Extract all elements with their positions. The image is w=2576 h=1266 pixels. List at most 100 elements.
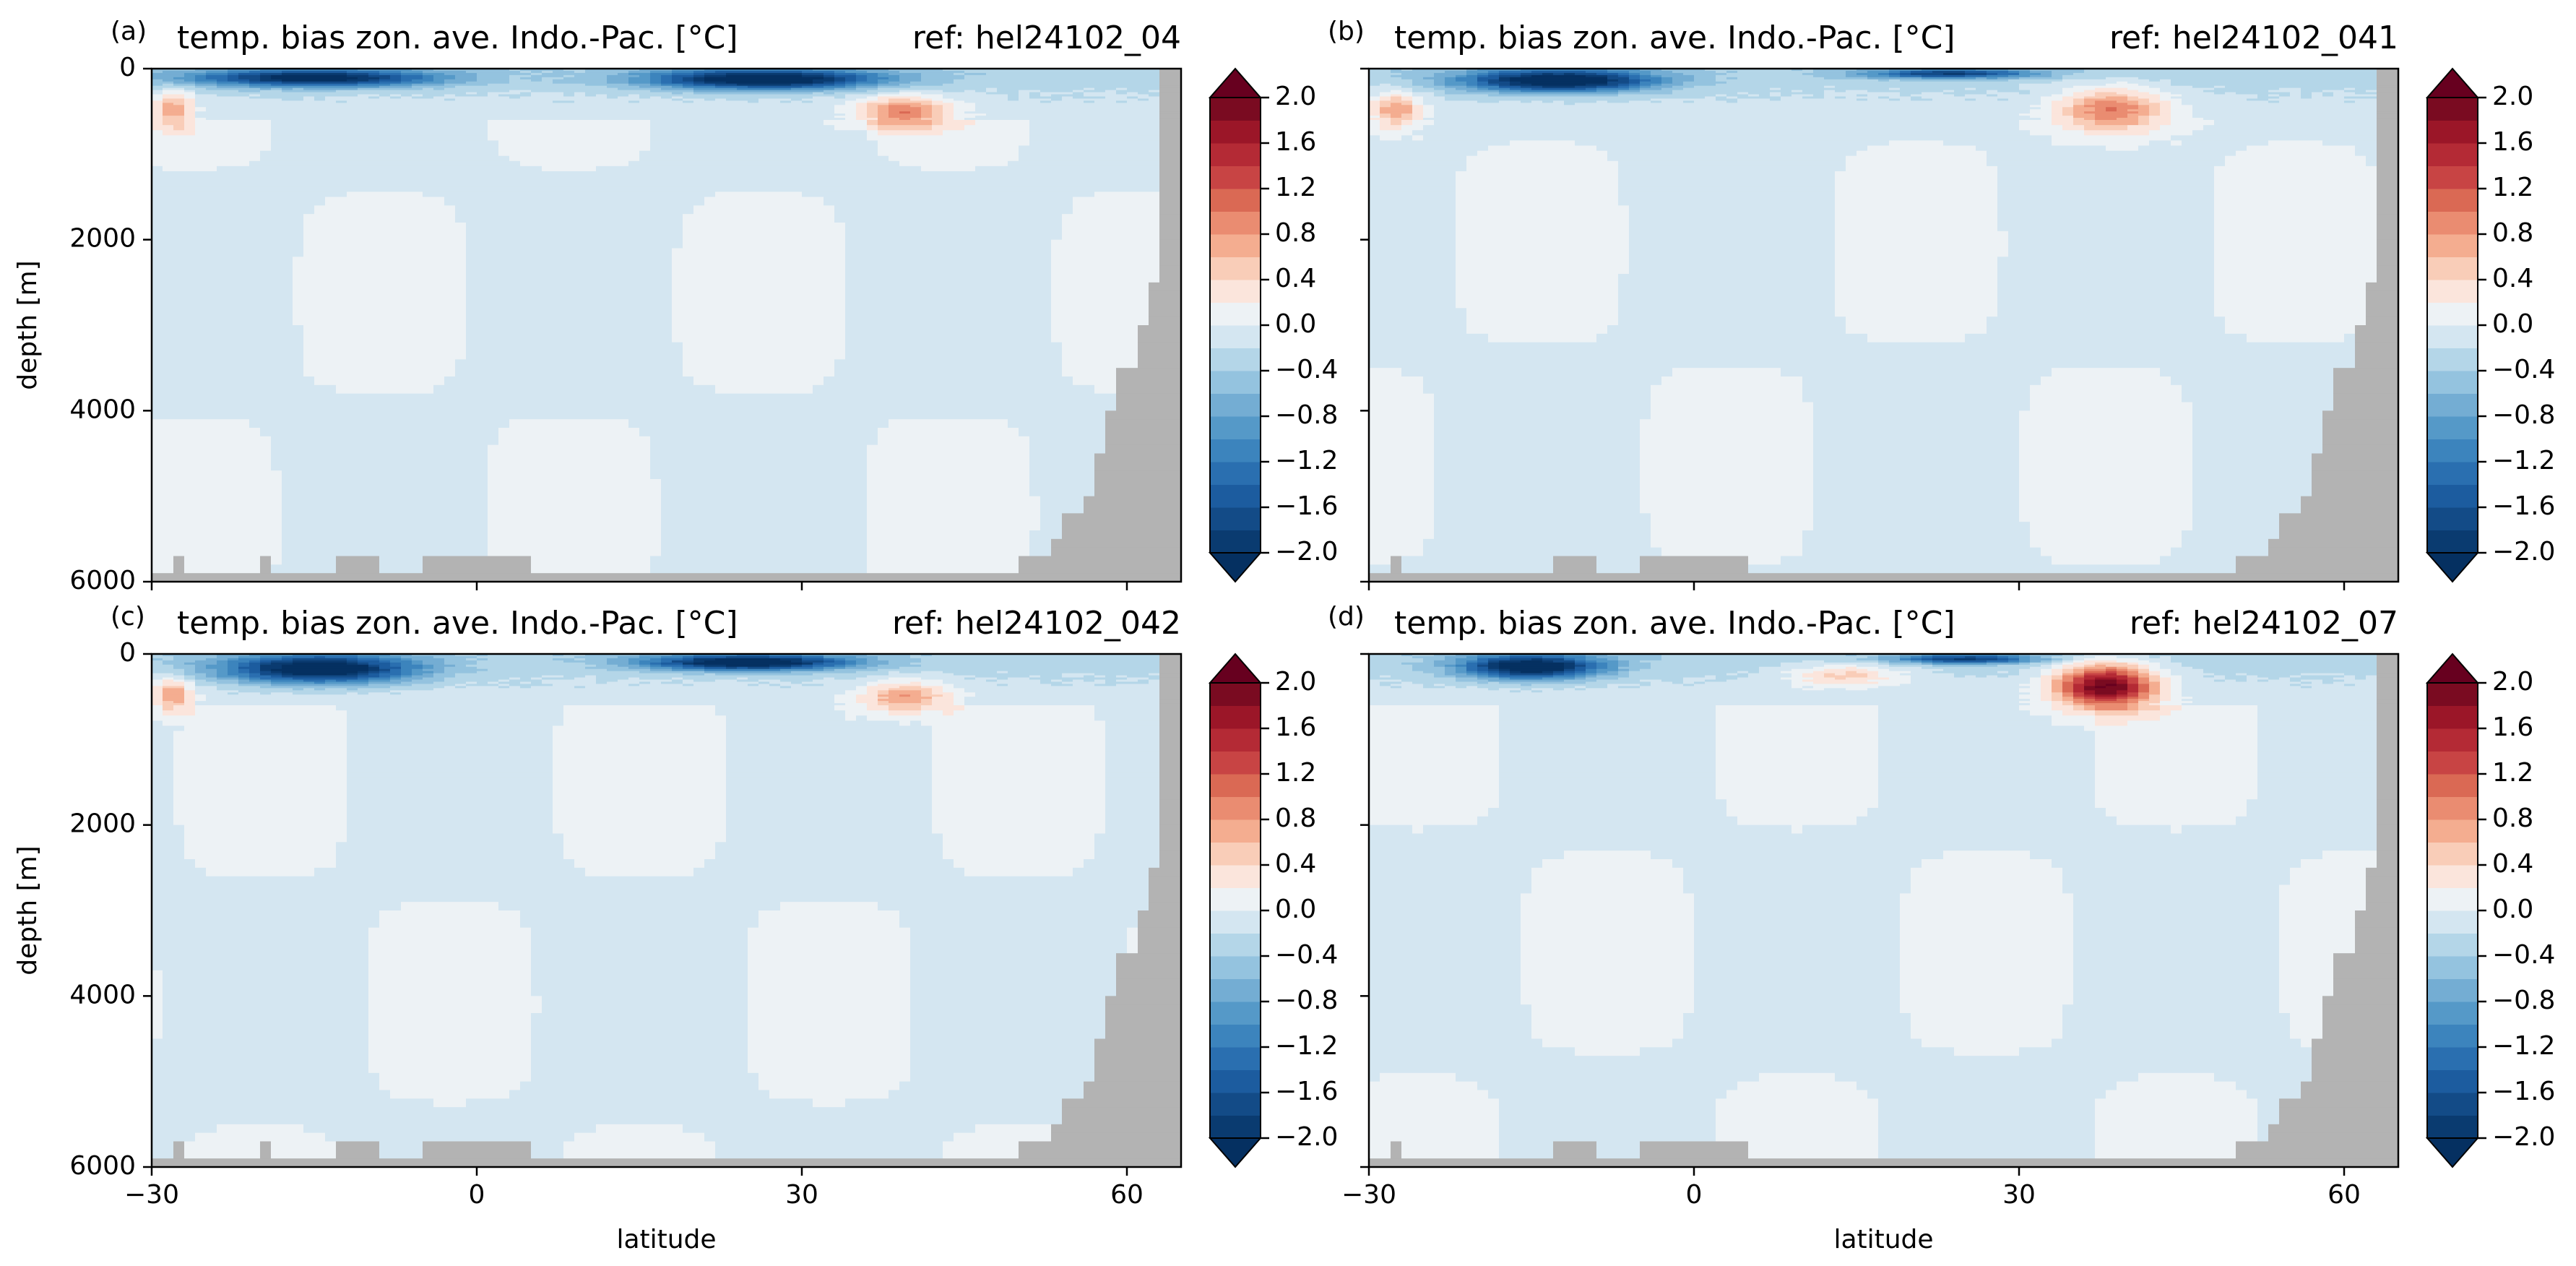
heatmap-cell xyxy=(498,231,510,240)
heatmap-cell xyxy=(314,291,326,300)
heatmap-cell xyxy=(509,419,521,428)
heatmap-cell xyxy=(195,454,207,462)
heatmap-cell xyxy=(672,394,683,402)
heatmap-cell xyxy=(563,496,575,505)
heatmap-cell xyxy=(585,454,597,462)
heatmap-cell xyxy=(498,205,510,214)
heatmap-cell xyxy=(423,325,434,334)
heatmap-cell xyxy=(293,325,304,334)
heatmap-cell xyxy=(173,130,185,136)
heatmap-cell xyxy=(336,351,347,360)
heatmap-cell xyxy=(693,156,705,162)
heatmap-cell xyxy=(737,240,748,249)
heatmap-cell xyxy=(336,496,347,505)
heatmap-cell xyxy=(325,120,337,126)
heatmap-cell xyxy=(368,462,380,470)
heatmap-cell xyxy=(715,125,727,131)
heatmap-cell xyxy=(553,191,564,197)
heatmap-cell xyxy=(509,496,521,505)
heatmap-cell xyxy=(607,205,618,214)
heatmap-cell xyxy=(433,176,445,182)
heatmap-cell xyxy=(520,300,532,309)
heatmap-cell xyxy=(553,151,564,157)
heatmap-cell xyxy=(553,462,564,470)
heatmap-cell xyxy=(336,308,347,316)
heatmap-cell xyxy=(672,505,683,514)
heatmap-cell xyxy=(184,176,196,182)
heatmap-cell xyxy=(390,300,402,309)
heatmap-cell xyxy=(726,240,738,249)
heatmap-cell xyxy=(249,120,261,126)
heatmap-cell xyxy=(585,445,597,454)
heatmap-cell xyxy=(379,479,391,488)
heatmap-cell xyxy=(553,548,564,556)
heatmap-cell xyxy=(282,191,293,197)
heatmap-cell xyxy=(542,316,553,325)
heatmap-cell xyxy=(217,130,228,136)
heatmap-cell xyxy=(228,496,239,505)
heatmap-cell xyxy=(368,186,380,192)
heatmap-cell xyxy=(780,325,792,334)
heatmap-cell xyxy=(293,410,304,419)
heatmap-cell xyxy=(390,530,402,539)
heatmap-cell xyxy=(260,548,272,556)
heatmap-cell xyxy=(758,479,770,488)
heatmap-cell xyxy=(726,186,738,192)
heatmap-cell xyxy=(336,505,347,514)
heatmap-cell xyxy=(314,274,326,283)
heatmap-cell xyxy=(661,359,673,368)
heatmap-cell xyxy=(184,308,196,316)
heatmap-cell xyxy=(466,135,477,141)
heatmap-cell xyxy=(520,334,532,343)
heatmap-cell xyxy=(542,257,553,265)
heatmap-cell xyxy=(748,325,759,334)
heatmap-cell xyxy=(715,265,727,274)
heatmap-cell xyxy=(206,171,217,177)
heatmap-cell xyxy=(769,351,781,360)
heatmap-cell xyxy=(455,231,467,240)
heatmap-cell xyxy=(769,120,781,126)
heatmap-cell xyxy=(596,351,608,360)
heatmap-cell xyxy=(509,368,521,376)
heatmap-cell xyxy=(607,283,618,291)
heatmap-cell xyxy=(368,240,380,249)
heatmap-cell xyxy=(737,351,748,360)
heatmap-cell xyxy=(618,351,629,360)
heatmap-cell xyxy=(325,249,337,257)
heatmap-cell xyxy=(607,308,618,316)
heatmap-cell xyxy=(173,359,185,368)
heatmap-cell xyxy=(195,402,207,411)
heatmap-cell xyxy=(704,140,716,146)
heatmap-cell xyxy=(466,156,477,162)
heatmap-cell xyxy=(423,274,434,283)
heatmap-cell xyxy=(498,376,510,385)
heatmap-cell xyxy=(336,249,347,257)
heatmap-cell xyxy=(531,368,543,376)
heatmap-cell xyxy=(509,161,521,167)
heatmap-cell xyxy=(618,496,629,505)
heatmap-cell xyxy=(477,274,488,283)
heatmap-cell xyxy=(368,436,380,445)
heatmap-cell xyxy=(672,351,683,360)
heatmap-cell xyxy=(293,274,304,283)
heatmap-cell xyxy=(390,205,402,214)
heatmap-cell xyxy=(173,522,185,530)
heatmap-cell xyxy=(466,462,477,470)
heatmap-cell xyxy=(758,488,770,496)
heatmap-cell xyxy=(163,428,174,436)
heatmap-cell xyxy=(401,140,412,146)
heatmap-cell xyxy=(693,419,705,428)
heatmap-cell xyxy=(726,257,738,265)
heatmap-cell xyxy=(693,410,705,419)
heatmap-cell xyxy=(650,205,662,214)
heatmap-cell xyxy=(769,496,781,505)
heatmap-cell xyxy=(650,283,662,291)
heatmap-cell xyxy=(704,454,716,462)
heatmap-cell xyxy=(228,505,239,514)
heatmap-cell xyxy=(358,334,369,343)
heatmap-cell xyxy=(423,419,434,428)
heatmap-cell xyxy=(726,445,738,454)
heatmap-cell xyxy=(206,351,217,360)
heatmap-cell xyxy=(639,223,651,231)
heatmap-cell xyxy=(672,530,683,539)
